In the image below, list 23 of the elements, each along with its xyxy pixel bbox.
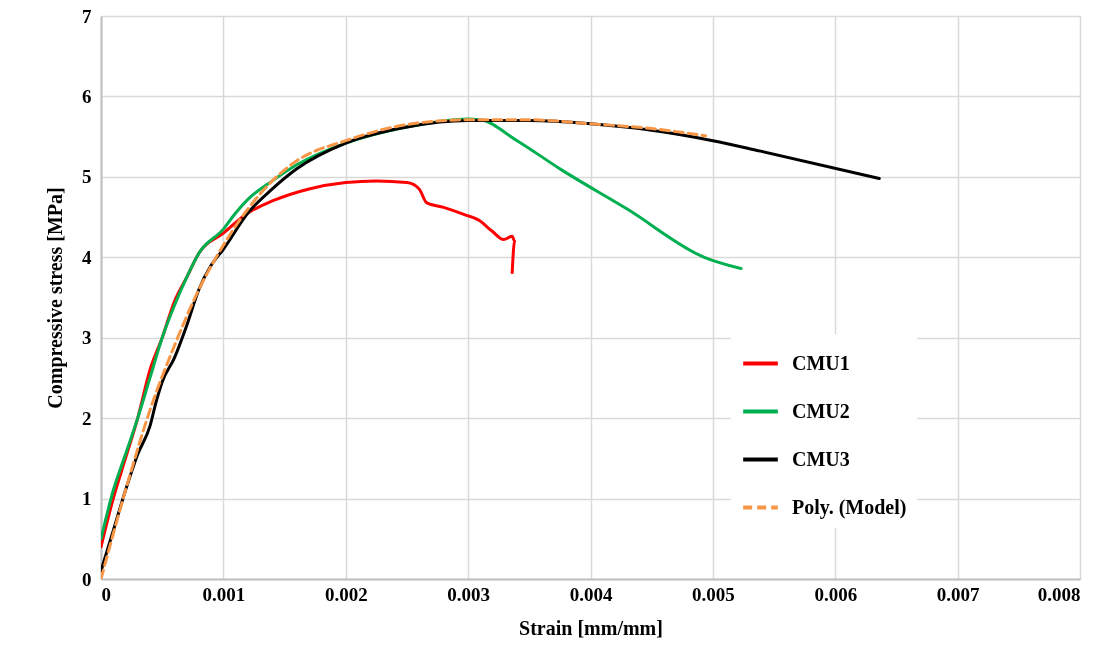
x-tick-label: 0.005 <box>692 583 735 605</box>
legend-label: CMU3 <box>792 447 850 470</box>
legend-label: Poly. (Model) <box>792 495 907 519</box>
y-tick-label: 6 <box>82 85 92 107</box>
x-tick-label: 0 <box>101 583 111 605</box>
x-tick-label: 0.001 <box>202 583 246 605</box>
y-tick-label: 4 <box>82 246 92 268</box>
legend-label: CMU2 <box>792 399 850 422</box>
legend-label: CMU1 <box>792 351 850 374</box>
y-tick-label: 3 <box>82 327 92 349</box>
x-tick-label: 0.006 <box>814 583 858 605</box>
x-tick-label: 0.008 <box>1037 583 1081 605</box>
x-tick-label: 0.004 <box>569 583 613 605</box>
x-tick-label: 0.002 <box>324 583 368 605</box>
x-axis-title: Strain [mm/mm] <box>519 616 663 639</box>
y-tick-label: 2 <box>82 407 92 429</box>
y-tick-label: 7 <box>82 5 92 27</box>
x-tick-label: 0.007 <box>936 583 980 605</box>
y-tick-label: 5 <box>82 166 92 188</box>
y-tick-label: 1 <box>82 488 92 510</box>
y-tick-label: 0 <box>82 568 92 590</box>
x-tick-label: 0.003 <box>447 583 490 605</box>
y-axis-title: Compressive stress [MPa] <box>44 187 67 409</box>
